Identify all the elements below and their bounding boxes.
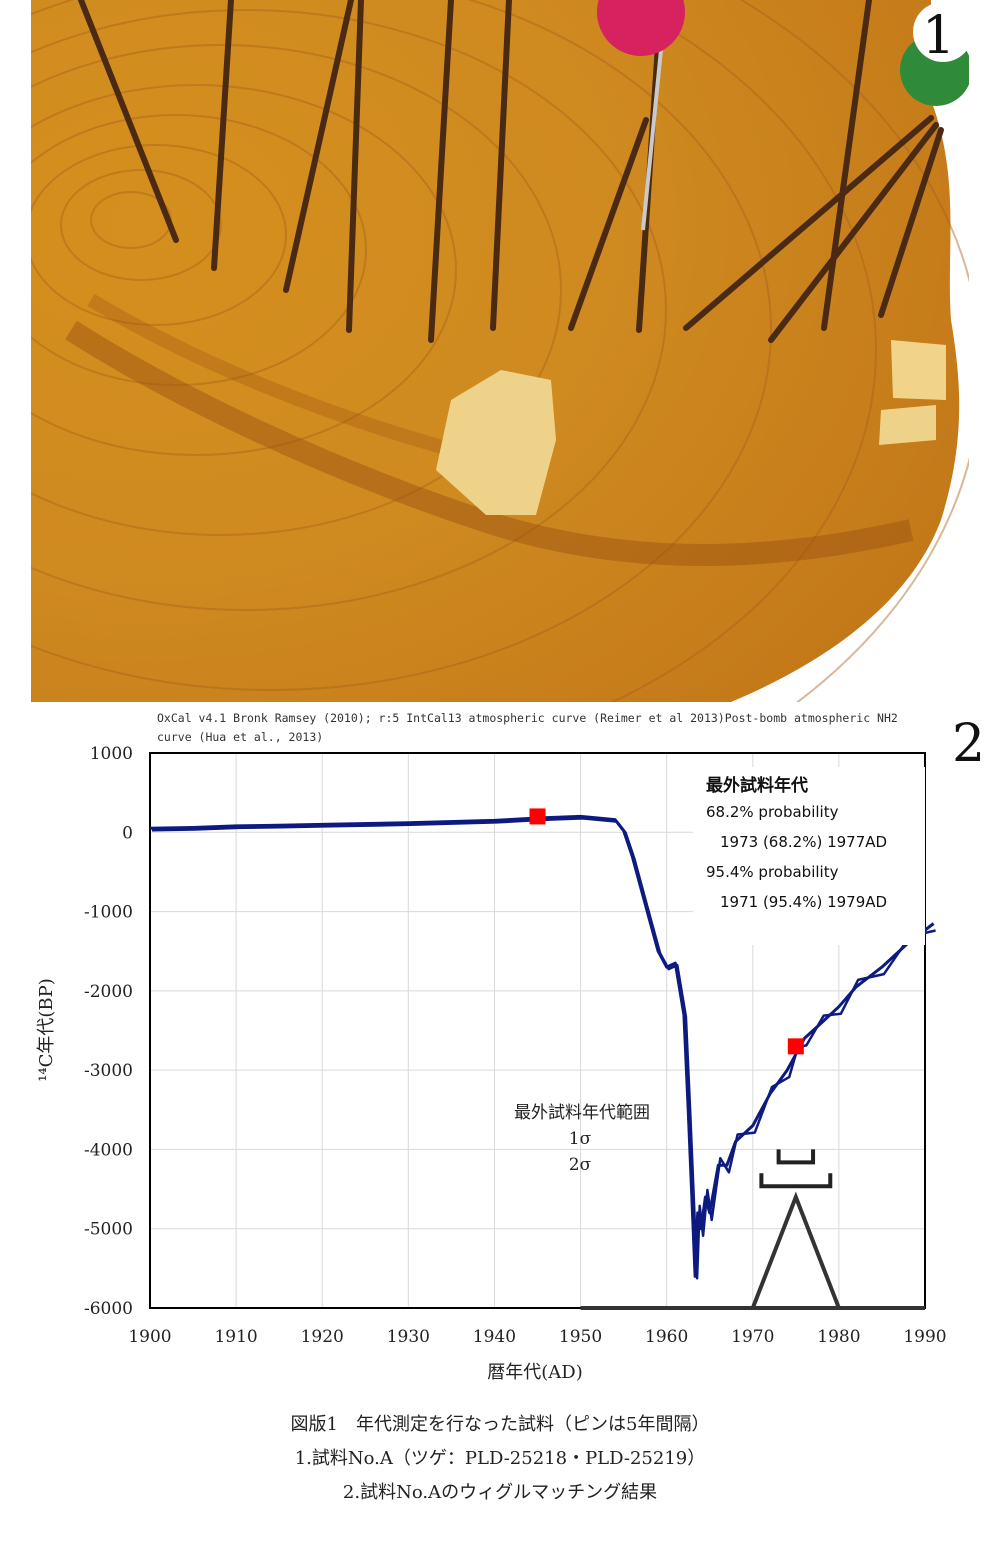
x-tick-label: 1950	[559, 1327, 602, 1347]
y-tick-label: -2000	[84, 982, 133, 1002]
figure-label-1: 1	[922, 6, 956, 66]
legend-p1-label: 68.2% probability	[706, 803, 839, 821]
y-tick-label: -5000	[84, 1220, 133, 1240]
x-tick-label: 1980	[817, 1327, 860, 1347]
x-tick-labels: 1900 1910 1920 1930 1940 1950 1960 1970 1980 1990	[128, 1327, 946, 1347]
x-tick-label: 1900	[128, 1327, 171, 1347]
wood-sample-photo	[31, 0, 969, 702]
x-tick-label: 1960	[645, 1327, 688, 1347]
y-tick-label: 1000	[90, 744, 133, 764]
x-tick-label: 1910	[214, 1327, 257, 1347]
x-axis-label: 暦年代(AD)	[487, 1362, 582, 1383]
sigma2-label: 2σ	[569, 1155, 592, 1175]
figure-label-2: 2	[952, 714, 986, 774]
legend-background	[693, 767, 925, 945]
legend-p2-label: 95.4% probability	[706, 863, 839, 881]
x-tick-label: 1990	[903, 1327, 946, 1347]
y-axis-label: ¹⁴C年代(BP)	[36, 978, 57, 1082]
probability-distribution	[580, 1191, 925, 1310]
x-tick-label: 1940	[473, 1327, 516, 1347]
sample-markers	[529, 808, 804, 1055]
distribution-peak	[750, 1191, 841, 1309]
sigma1-bracket	[776, 1149, 816, 1165]
legend-title: 最外試料年代	[706, 775, 808, 796]
caption-line-2: 1.試料No.A（ツゲ：PLD-25218・PLD-25219）	[294, 1448, 706, 1469]
sigma-range-brackets	[759, 1149, 833, 1189]
range-annotation-title: 最外試料年代範囲	[514, 1103, 650, 1123]
x-tick-label: 1930	[387, 1327, 430, 1347]
plot-frame	[149, 752, 926, 1309]
sigma1-label: 1σ	[569, 1129, 592, 1149]
legend-p1-range: 1973 (68.2%) 1977AD	[720, 833, 887, 851]
y-tick-label: -1000	[84, 903, 133, 923]
x-tick-label: 1970	[731, 1327, 774, 1347]
y-tick-label: -4000	[84, 1140, 133, 1160]
y-tick-label: -3000	[84, 1061, 133, 1081]
caption-line-3: 2.試料No.Aのウィグルマッチング結果	[342, 1482, 658, 1503]
y-tick-label: 0	[122, 823, 133, 843]
oxcal-calibration-note: OxCal v4.1 Bronk Ramsey (2010); r:5 IntC…	[157, 711, 898, 744]
red-marker	[787, 1038, 804, 1055]
figure-caption: 図版1 年代測定を行なった試料（ピンは5年間隔） 1.試料No.A（ツゲ：PLD…	[0, 1408, 1000, 1510]
sigma2-bracket	[759, 1173, 833, 1189]
y-tick-label: -6000	[84, 1299, 133, 1319]
legend-p2-range: 1971 (95.4%) 1979AD	[720, 893, 887, 911]
wiggle-match-chart: 1000 0 -1000 -2000 -3000 -4000 -5000 -6000 1900…	[36, 744, 947, 1383]
y-tick-labels: 1000 0 -1000 -2000 -3000 -4000 -5000 -6000	[84, 744, 133, 1319]
x-tick-label: 1920	[301, 1327, 344, 1347]
caption-line-1: 図版1 年代測定を行なった試料（ピンは5年間隔）	[290, 1414, 710, 1435]
red-marker	[529, 808, 546, 825]
